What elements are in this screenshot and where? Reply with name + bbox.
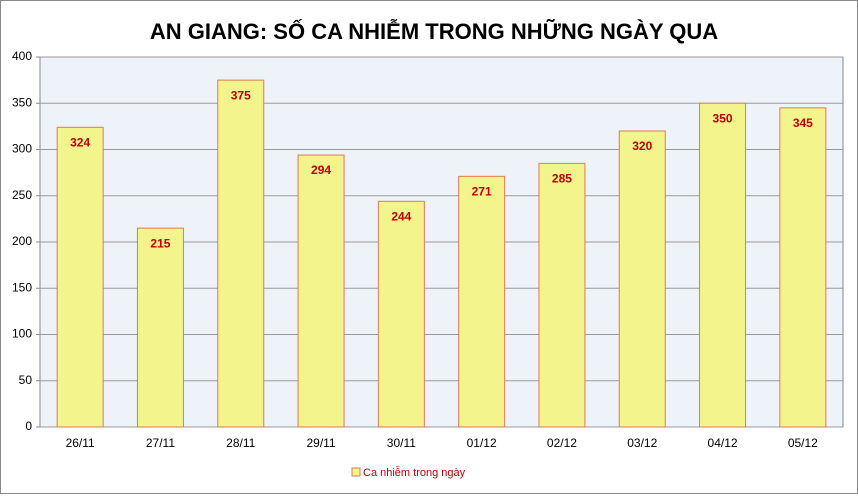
x-tick-label: 01/12: [467, 436, 497, 450]
bar: [699, 102, 747, 428]
data-label: 320: [632, 139, 652, 153]
data-label: 294: [311, 163, 331, 177]
x-tick-label: 04/12: [708, 436, 738, 450]
data-label: 345: [793, 116, 813, 130]
x-tick-label: 02/12: [547, 436, 577, 450]
y-tick-label: 350: [12, 95, 32, 109]
bar: [297, 154, 345, 428]
chart-title: AN GIANG: SỐ CA NHIỄM TRONG NHỮNG NGÀY Q…: [150, 18, 718, 44]
y-tick-label: 150: [12, 280, 32, 294]
bar: [538, 162, 586, 428]
bar: [377, 200, 425, 428]
y-tick-label: 0: [25, 419, 32, 433]
x-tick-label: 03/12: [627, 436, 657, 450]
y-tick-label: 100: [12, 327, 32, 341]
bar: [779, 107, 827, 428]
x-tick-label: 28/11: [226, 436, 255, 450]
x-tick-label: 29/11: [306, 436, 335, 450]
bar: [56, 126, 104, 428]
bar: [217, 79, 265, 428]
x-tick-label: 30/11: [387, 436, 416, 450]
legend-swatch: [351, 467, 361, 477]
data-label: 285: [552, 172, 572, 186]
data-label: 375: [231, 88, 251, 102]
data-label: 271: [472, 184, 492, 198]
x-tick-label: 27/11: [146, 436, 175, 450]
y-tick-label: 50: [19, 373, 33, 387]
x-tick-label: 26/11: [66, 436, 95, 450]
data-label: 350: [713, 111, 733, 125]
data-label: 244: [391, 209, 411, 223]
legend-label: Ca nhiễm trong ngày: [363, 466, 466, 479]
y-tick-label: 250: [12, 188, 32, 202]
y-tick-label: 300: [12, 142, 32, 156]
bar: [618, 130, 666, 428]
y-tick-label: 200: [12, 234, 32, 248]
x-tick-label: 05/12: [788, 436, 818, 450]
y-tick-label: 400: [12, 49, 32, 63]
data-label: 324: [70, 135, 90, 149]
data-label: 215: [150, 236, 170, 250]
bar: [458, 175, 506, 428]
bar: [136, 227, 184, 428]
